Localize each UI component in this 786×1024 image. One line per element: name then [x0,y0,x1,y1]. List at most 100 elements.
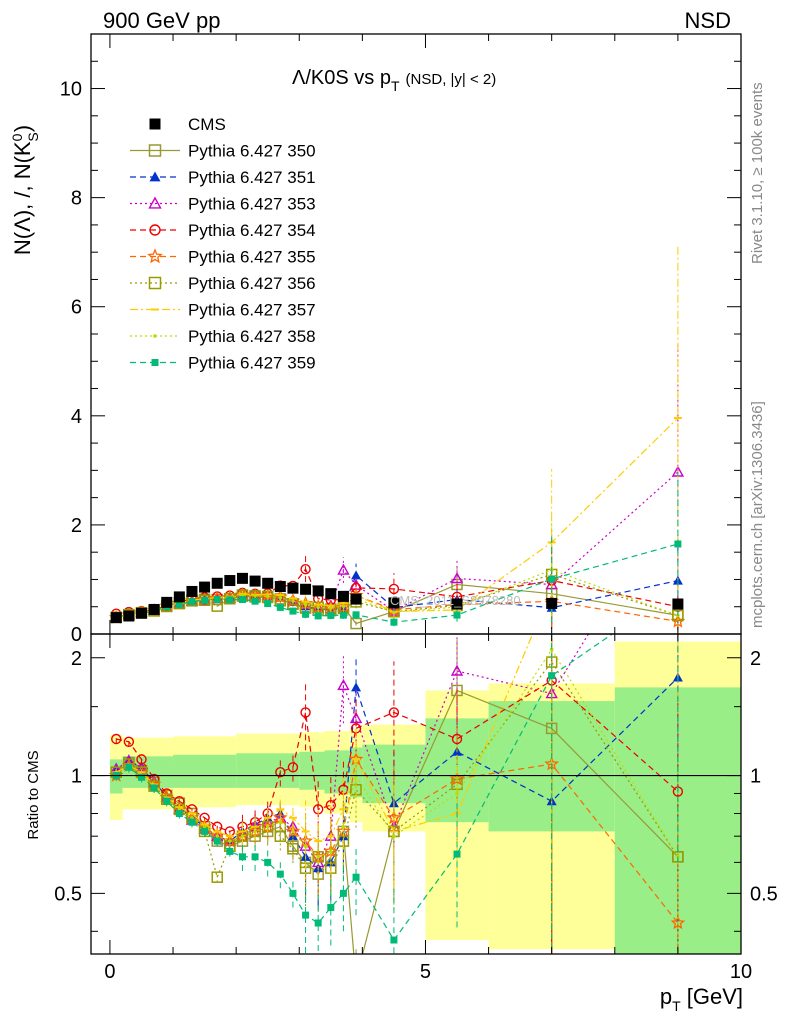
series-pythia-6-427-354-main-point [300,563,311,575]
series-pythia-6-427-359-ratio-point [289,889,297,897]
legend: CMS Pythia 6.427 350 Pythia 6.427 351 Pythi… [130,115,316,373]
x-axis-label-sub: T [672,998,681,1014]
y-tick-label-ratio-right: 2 [750,648,761,670]
series-pythia-6-427-357-ratio-line [115,634,534,842]
series-pythia-6-427-358-ratio-line [115,648,679,858]
legend-marker [148,196,162,209]
series-pythia-6-427-351-ratio-point [351,682,362,692]
series-pythia-6-427-354-ratio-point [451,733,463,745]
series-cms-main [110,572,684,624]
mcplots-label: mcplots.cern.ch [arXiv:1306.3436] [749,401,766,628]
series-pythia-6-427-359-ratio-point [238,853,246,861]
series-pythia-6-427-359-main-point [302,610,310,618]
legend-entry-pythia-6-427-356: Pythia 6.427 356 [130,274,316,293]
legend-marker [151,359,159,366]
series-cms-point [325,588,337,600]
series-pythia-6-427-350-ratio-line [115,689,679,954]
y-tick-label-ratio: 0.5 [54,883,82,905]
series-pythia-6-427-359-ratio-point [150,784,158,792]
series-pythia-6-427-359-main-point [251,597,259,605]
y-tick-label-main: 10 [60,79,82,101]
series-cms-point [672,598,684,610]
x-axis-label-p: p [660,984,672,1009]
series-pythia-6-427-350-ratio-point [351,975,361,985]
x-tick-label: 10 [730,961,752,983]
y-tick-label-ratio-right: 1 [750,766,761,788]
series-pythia-6-427-358-ratio-point [455,791,459,796]
watermark: CMS_2011_S8978280 [390,593,521,608]
y-tick-label-main: 8 [71,188,82,210]
series-cms-point [186,585,198,597]
main-plot-series [108,245,686,632]
legend-label: Pythia 6.427 356 [188,274,316,293]
legend-entry-pythia-6-427-359: Pythia 6.427 359 [130,354,316,373]
series-pythia-6-427-354-ratio-point [111,733,122,745]
series-pythia-6-427-354-ratio-point [300,707,311,718]
series-cms-point [211,577,223,589]
series-pythia-6-427-359-main-point [201,596,209,604]
legend-label: Pythia 6.427 357 [188,301,316,320]
series-cms-point [262,577,274,589]
legend-marker [149,224,161,236]
series-pythia-6-427-359-ratio-point [163,797,171,805]
series-pythia-6-427-353-ratio-point [337,678,350,691]
series-cms-point [388,597,400,609]
series-pythia-6-427-353-main [110,342,685,625]
series-pythia-6-427-351-main-point [351,570,362,580]
series-pythia-6-427-358-ratio-point [291,829,295,834]
series-pythia-6-427-351-ratio-line [115,677,679,869]
series-pythia-6-427-359-main-point [213,596,221,604]
series-pythia-6-427-358-ratio-point [303,844,308,848]
series-pythia-6-427-351-main-line [116,574,679,618]
legend-label: Pythia 6.427 359 [188,354,316,373]
chart-title: Λ/K0S vs pT (NSD, |y| < 2) [292,67,496,94]
y-tick-label-ratio-right: 0.5 [750,883,778,905]
series-pythia-6-427-359-ratio-point [339,889,347,897]
series-pythia-6-427-354-ratio-point [136,754,147,765]
series-pythia-6-427-358-main-point [392,610,396,615]
series-cms-point [337,590,349,602]
series-pythia-6-427-358-main-point [253,594,257,598]
series-pythia-6-427-358-main-point [329,606,333,610]
series-pythia-6-427-359-ratio-point [137,773,145,781]
series-cms-point [123,610,135,622]
series-pythia-6-427-359-main-point [188,598,196,606]
legend-entry-pythia-6-427-357: Pythia 6.427 357 [130,301,316,320]
series-pythia-6-427-358-main-point [316,605,320,610]
series-pythia-6-427-359-ratio-point [201,827,209,835]
series-cms-point [236,572,248,584]
series-cms-point [312,585,324,597]
legend-label: Pythia 6.427 358 [188,327,316,346]
y-tick-label-main: 0 [71,624,82,646]
series-pythia-6-427-358-main-point [303,602,308,607]
series-cms-point [135,607,147,619]
legend-marker [149,118,161,130]
series-pythia-6-427-359-ratio-point [226,847,234,855]
series-pythia-6-427-359-ratio-point [327,904,335,912]
series-pythia-6-427-354-main-point [388,583,400,595]
series-pythia-6-427-353-ratio-point [450,664,464,676]
series-pythia-6-427-354-ratio-line [116,679,679,833]
series-cms-point [300,583,312,595]
series-pythia-6-427-358-ratio-point [265,824,270,829]
series-pythia-6-427-359-main-point [238,596,246,604]
series-cms-point [161,596,173,608]
series-pythia-6-427-354-ratio-point [275,767,286,778]
chart-title-small: (NSD, |y| < 2) [406,71,497,88]
series-pythia-6-427-359-main-point [276,603,284,611]
series-pythia-6-427-359-ratio-point [264,858,272,866]
x-tick-label: 0 [104,961,115,983]
series-pythia-6-427-358-main-point [265,594,270,599]
header-right: NSD [685,8,731,33]
series-pythia-6-427-359-ratio-point [453,850,461,858]
series-pythia-6-427-359-main-point [339,611,347,619]
legend-entry-pythia-6-427-354: Pythia 6.427 354 [130,221,316,240]
series-pythia-6-427-359-ratio-point [302,911,310,919]
legend-marker [147,248,163,264]
series-cms-point [249,575,261,587]
series-pythia-6-427-358-ratio-point [341,824,346,829]
y-tick-label-main: 2 [71,515,82,537]
legend-entry-pythia-6-427-358: Pythia 6.427 358 [130,327,316,346]
